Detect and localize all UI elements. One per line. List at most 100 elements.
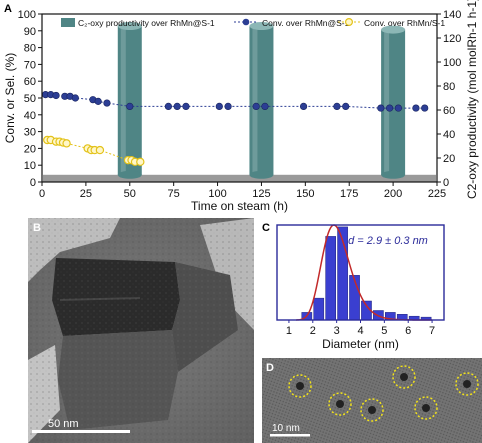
histogram-bar [313, 297, 325, 321]
right-tick-label: 80 [443, 81, 455, 93]
point-rhmn-s1 [173, 102, 181, 110]
x-axis-label: Time on steam (h) [191, 199, 288, 213]
point-rhmn-s1 [386, 104, 394, 112]
point-rhmn-s1 [224, 102, 232, 110]
left-tick-label: 0 [30, 177, 36, 189]
x-tick-label: 75 [168, 188, 180, 200]
nanoparticle [422, 404, 430, 412]
productivity-cylinder [249, 22, 274, 179]
base-plate [43, 174, 436, 182]
legend-yellow-marker [345, 18, 354, 27]
point-rhmn-s1 [103, 99, 111, 107]
panel-d-letter: D [266, 362, 274, 374]
particle-highlight-circle [455, 372, 479, 396]
particle-highlight-circle [414, 396, 438, 420]
nanoparticle [368, 406, 376, 414]
hist-x-tick-label: 5 [381, 325, 387, 337]
legend-blue-label: Conv. over RhMn@S-1 [262, 18, 350, 28]
right-tick-label: 100 [443, 57, 461, 69]
cylinder-top [249, 22, 274, 30]
cylinder-top [117, 22, 142, 30]
point-rhmn-s1 [182, 102, 190, 110]
panel-b-scale-bar [32, 430, 130, 433]
left-tick-label: 40 [24, 110, 36, 122]
point-rhmn-s1 [342, 102, 350, 110]
particle-highlight-circle [288, 374, 312, 398]
right-tick-label: 20 [443, 153, 455, 165]
panel-c-letter: C [262, 222, 270, 234]
left-tick-label: 60 [24, 76, 36, 88]
particle-highlight-circle [360, 398, 384, 422]
x-tick-label: 25 [80, 188, 92, 200]
panel-d-scale-bar [270, 434, 310, 437]
hist-x-tick-label: 2 [310, 325, 316, 337]
point-rhmn-s1 [394, 104, 402, 112]
plot-frame [41, 13, 438, 183]
size-annotation: d = 2.9 ± 0.3 nm [348, 235, 428, 247]
cylinder-highlight [384, 29, 390, 175]
x-tick-label: 125 [252, 188, 270, 200]
point-rhmn-on-s1 [62, 139, 71, 148]
point-rhmn-s1 [52, 91, 60, 100]
panel-a-letter: A [4, 3, 12, 15]
right-tick-label: 0 [443, 177, 449, 189]
point-rhmn-s1 [215, 102, 223, 110]
right-axis-label: C2-oxy productivity (mol molRh-1 h-1) [465, 0, 479, 199]
cylinder-top [381, 25, 406, 34]
legend-cylinder-label: C₂-oxy productivity over RhMn@S-1 [78, 18, 215, 28]
x-tick-label: 150 [296, 188, 314, 200]
left-tick-label: 10 [24, 160, 36, 172]
left-tick-label: 100 [18, 9, 36, 21]
panel-d-scale-label: 10 nm [272, 423, 300, 434]
point-rhmn-s1 [94, 97, 102, 105]
point-rhmn-s1 [421, 104, 429, 112]
point-rhmn-s1 [164, 102, 172, 110]
point-rhmn-s1 [333, 102, 341, 110]
panel-b-letter: B [33, 222, 41, 234]
right-tick-label: 40 [443, 129, 455, 141]
legend-blue-marker [242, 18, 250, 26]
left-axis-label: Conv. or Sel. (%) [3, 53, 17, 143]
left-tick-label: 80 [24, 43, 36, 55]
nanoparticle [296, 382, 304, 390]
legend-cylinder-swatch [61, 18, 75, 27]
hist-x-tick-label: 3 [334, 325, 340, 337]
point-rhmn-on-s1 [136, 157, 145, 167]
histogram-bar [325, 236, 336, 321]
nanoparticle [400, 373, 408, 381]
nanoparticle [463, 380, 471, 388]
right-tick-label: 140 [443, 9, 461, 21]
legend: C₂-oxy productivity over RhMn@S-1 Conv. o… [61, 18, 445, 28]
point-rhmn-s1 [412, 104, 420, 112]
panel-c-histogram: 1 2 3 4 5 6 7 Diameter (nm) d = 2.9 ± 0.3 nm [276, 224, 445, 351]
cylinder-body [249, 26, 274, 175]
hist-x-tick-label: 6 [405, 325, 411, 337]
point-rhmn-s1 [71, 94, 79, 102]
right-tick-label: 120 [443, 33, 461, 45]
left-tick-label: 30 [24, 127, 36, 139]
series-line [45, 94, 425, 109]
x-tick-label: 225 [428, 188, 446, 200]
point-rhmn-s1 [299, 102, 308, 110]
panel-d-hrtem-image: D 10 nm [262, 358, 482, 443]
particle-highlight-circle [392, 365, 416, 389]
point-rhmn-on-s1 [95, 145, 105, 155]
cylinder-base [381, 170, 406, 179]
left-tick-label: 70 [24, 59, 36, 71]
cylinder-body [381, 29, 406, 175]
productivity-cylinder [117, 22, 142, 179]
cylinder-highlight [252, 26, 258, 175]
right-tick-label: 60 [443, 105, 455, 117]
panel-a-chart: 0 25 50 75 100 125 150 175 200 225010203040506070… [3, 0, 479, 213]
left-tick-label: 90 [24, 26, 36, 38]
cylinder-base [249, 170, 274, 179]
cylinder-body [117, 26, 142, 175]
hist-x-tick-label: 7 [429, 325, 435, 337]
point-rhmn-s1 [126, 102, 134, 110]
hist-x-tick-label: 1 [286, 325, 292, 337]
nanoparticle [336, 400, 344, 408]
panel-b-scale-label: 50 nm [48, 418, 79, 430]
point-rhmn-s1 [252, 102, 260, 110]
point-rhmn-s1 [377, 104, 385, 112]
hist-x-axis-label: Diameter (nm) [322, 337, 399, 351]
